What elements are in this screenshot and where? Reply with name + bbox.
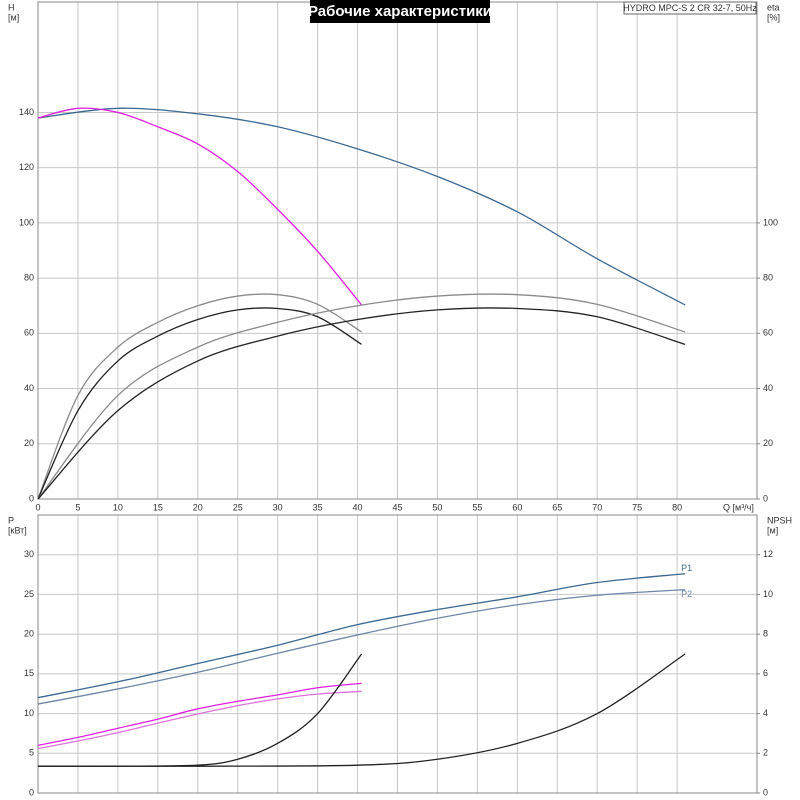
- y-tick-label: 60: [24, 328, 34, 338]
- x-tick-label: 15: [153, 502, 163, 512]
- y2-tick-label: 60: [763, 328, 773, 338]
- y-axis-label: [м]: [8, 12, 19, 22]
- x-tick-label: 0: [35, 502, 40, 512]
- x-tick-label: 80: [672, 502, 682, 512]
- y-tick-label: 80: [24, 272, 34, 282]
- x-tick-label: 35: [313, 502, 323, 512]
- series-line: [37, 589, 686, 705]
- y-tick-label: 20: [24, 438, 34, 448]
- x-tick-label: 65: [552, 502, 562, 512]
- y2-axis-label: [м]: [767, 525, 778, 535]
- y2-axis-label: eta: [767, 2, 780, 12]
- y2-tick-label: 2: [763, 748, 768, 758]
- x-tick-label: 20: [193, 502, 203, 512]
- series-line: [37, 573, 686, 699]
- series-line: [37, 653, 686, 767]
- y-tick-label: 20: [24, 629, 34, 639]
- series-line: [37, 107, 686, 306]
- chart-title: Рабочие характеристики: [308, 3, 492, 20]
- y2-tick-label: 4: [763, 708, 768, 718]
- x-tick-label: 5: [75, 502, 80, 512]
- series-line: [37, 307, 362, 500]
- y2-tick-label: 6: [763, 668, 768, 678]
- title-box: [310, 0, 490, 23]
- series-line: [37, 293, 362, 500]
- x-tick-label: 30: [273, 502, 283, 512]
- y-tick-label: 100: [19, 217, 34, 227]
- model-label: HYDRO MPC-S 2 CR 32-7, 50Hz: [623, 3, 757, 13]
- y-tick-label: 5: [29, 748, 34, 758]
- y2-tick-label: 40: [763, 383, 773, 393]
- x-tick-label: 70: [592, 502, 602, 512]
- x-tick-label: 10: [113, 502, 123, 512]
- y2-tick-label: 100: [763, 217, 778, 227]
- y-tick-label: 40: [24, 383, 34, 393]
- model-box: [623, 1, 757, 15]
- plot-frame: [37, 514, 758, 794]
- x-tick-label: 60: [512, 502, 522, 512]
- series-label: P1: [681, 563, 692, 573]
- y-tick-label: 120: [19, 162, 34, 172]
- series-line: [37, 682, 362, 746]
- y-tick-label: 15: [24, 668, 34, 678]
- y2-tick-label: 8: [763, 629, 768, 639]
- x-tick-label: 50: [432, 502, 442, 512]
- y-axis-label: P: [8, 515, 14, 525]
- x-tick-label: 45: [392, 502, 402, 512]
- series-label: P2: [681, 589, 692, 599]
- x-axis-label: Q [м³/ч]: [723, 502, 754, 512]
- y-axis-label: H: [8, 2, 15, 12]
- x-tick-label: 40: [353, 502, 363, 512]
- series-line: [37, 107, 363, 306]
- x-tick-label: 55: [472, 502, 482, 512]
- y2-tick-label: 20: [763, 438, 773, 448]
- y2-tick-label: 0: [763, 787, 768, 797]
- y2-tick-label: 10: [763, 589, 773, 599]
- series-line: [37, 293, 686, 500]
- x-tick-label: 75: [632, 502, 642, 512]
- x-tick-label: 25: [233, 502, 243, 512]
- y-tick-label: 25: [24, 589, 34, 599]
- y2-axis-label: NPSH: [767, 515, 792, 525]
- y-tick-label: 0: [29, 787, 34, 797]
- y2-axis-label: [%]: [767, 12, 780, 22]
- y-tick-label: 0: [29, 493, 34, 503]
- series-line: [37, 653, 363, 767]
- y-tick-label: 140: [19, 107, 34, 117]
- y-tick-label: 30: [24, 549, 34, 559]
- series-line: [37, 307, 686, 500]
- series-line: [37, 690, 362, 750]
- y2-tick-label: 12: [763, 549, 773, 559]
- y2-tick-label: 0: [763, 493, 768, 503]
- y2-tick-label: 80: [763, 272, 773, 282]
- y-tick-label: 10: [24, 708, 34, 718]
- y-axis-label: [кВт]: [8, 525, 27, 535]
